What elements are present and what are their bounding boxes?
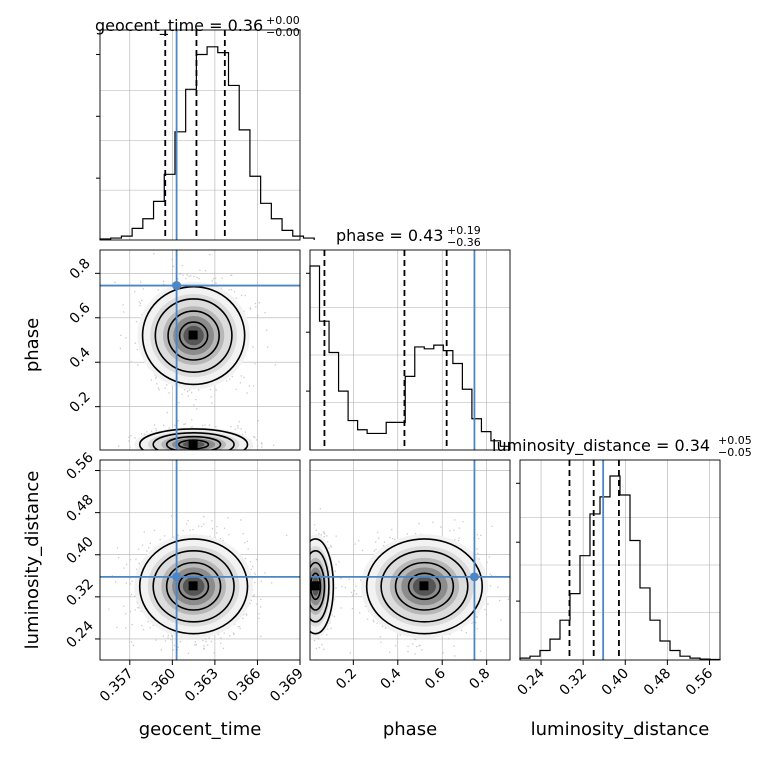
density-peak xyxy=(419,581,429,591)
x-tick-label-geocent-time: 0.363 xyxy=(182,666,222,706)
density-peak xyxy=(188,581,198,591)
contour-1-3 xyxy=(407,572,442,601)
y-tick-label-luminosity-distance: 0.32 xyxy=(64,576,97,609)
joint-content xyxy=(310,460,510,660)
title-luminosity-distance-upper: +0.05 xyxy=(718,434,752,447)
panels: 0.357 0.360 0.363 0.366 0.369 0.2 0.4 0.6 0.8 0.2… xyxy=(64,29,721,706)
y-tick-label-phase: 0.2 xyxy=(67,389,94,416)
density-peak xyxy=(188,439,198,449)
x-tick-label-geocent-time: 0.369 xyxy=(267,666,307,706)
x-tick-label-phase: 0.2 xyxy=(333,666,360,693)
contour-0-3 xyxy=(178,321,209,350)
x-label-luminosity-distance: luminosity_distance xyxy=(531,719,710,740)
title-phase: phase = 0.43 xyxy=(336,226,443,245)
x-label-geocent-time: geocent_time xyxy=(139,719,262,740)
contour-0-1 xyxy=(154,298,233,374)
hist-frame xyxy=(519,459,721,661)
contour-0-2 xyxy=(310,561,326,611)
x-tick-label-geocent-time: 0.366 xyxy=(225,665,265,705)
title-luminosity-distance: luminosity_distance = 0.34 xyxy=(492,436,710,456)
title-geocent-time-upper: +0.00 xyxy=(266,14,300,27)
density-peak xyxy=(188,330,198,340)
hist-bg xyxy=(310,250,510,450)
x-tick-label-luminosity-distance: 0.56 xyxy=(683,665,716,698)
hist-geocent-time xyxy=(99,46,315,240)
truth-point xyxy=(469,572,479,582)
x-tick-label-luminosity-distance: 0.40 xyxy=(599,666,632,699)
joint-content xyxy=(100,250,300,450)
axis-labels: geocent_time phase luminosity_distance p… xyxy=(22,318,709,740)
hist-panel-luminosity-distance xyxy=(516,459,721,661)
contour-0-1 xyxy=(152,549,235,623)
hist-bg xyxy=(100,30,300,240)
hist-panel-phase xyxy=(306,249,511,451)
x-tick-label-luminosity-distance: 0.48 xyxy=(641,666,674,699)
x-tick-label-geocent-time: 0.357 xyxy=(97,666,137,706)
y-tick-label-phase: 0.8 xyxy=(67,256,94,283)
truth-point xyxy=(172,572,182,582)
joint-content xyxy=(100,460,300,660)
contour-0-2 xyxy=(165,561,222,611)
joint-panel-geocent-time-luminosity-distance xyxy=(99,459,301,661)
contour-1-1 xyxy=(380,549,469,623)
contour-0-0 xyxy=(141,285,246,386)
y-tick-label-phase: 0.4 xyxy=(67,344,94,371)
title-phase-lower: −0.36 xyxy=(447,236,481,249)
truth-point xyxy=(172,281,182,291)
hist-frame xyxy=(99,29,301,241)
contour-1-0 xyxy=(365,538,484,635)
joint-frame xyxy=(99,459,301,661)
contour-0-2 xyxy=(167,310,220,361)
x-tick-label-phase: 0.8 xyxy=(466,666,493,693)
joint-panel-phase-luminosity-distance xyxy=(309,459,511,661)
joint-frame xyxy=(309,459,511,661)
contour-1-1 xyxy=(152,431,235,450)
contour-0-0 xyxy=(310,538,335,635)
title-geocent-time-lower: −0.00 xyxy=(266,26,300,39)
y-tick-label-phase: 0.6 xyxy=(67,300,94,327)
contour-0-3 xyxy=(177,572,210,601)
hist-frame xyxy=(309,249,511,451)
contour-1-2 xyxy=(165,435,222,450)
y-tick-label-luminosity-distance: 0.24 xyxy=(64,618,97,651)
contour-1-0 xyxy=(138,428,249,450)
contour-1-2 xyxy=(394,561,455,611)
y-tick-label-luminosity-distance: 0.48 xyxy=(64,492,97,525)
title-luminosity-distance-lower: −0.05 xyxy=(718,446,752,459)
title-phase-upper: +0.19 xyxy=(447,224,481,237)
x-tick-label-phase: 0.6 xyxy=(422,665,449,692)
contour-0-0 xyxy=(138,538,249,635)
hist-luminosity-distance xyxy=(519,475,721,661)
x-label-phase: phase xyxy=(383,719,437,740)
joint-frame xyxy=(99,249,301,451)
y-tick-label-luminosity-distance: 0.56 xyxy=(64,450,97,483)
x-tick-label-luminosity-distance: 0.32 xyxy=(557,666,590,699)
title-geocent-time: geocent_time = 0.36 xyxy=(95,16,263,36)
x-tick-label-geocent-time: 0.360 xyxy=(140,666,180,706)
y-label-luminosity-distance: luminosity_distance xyxy=(22,471,43,650)
hist-panel-geocent-time xyxy=(96,29,315,241)
hist-phase xyxy=(309,265,511,450)
joint-panel-geocent-time-phase xyxy=(99,249,301,451)
panel-titles: geocent_time = 0.36 +0.00 −0.00 phase = … xyxy=(95,14,752,459)
y-tick-label-luminosity-distance: 0.40 xyxy=(64,534,97,567)
contour-0-1 xyxy=(310,550,330,623)
x-tick-label-phase: 0.4 xyxy=(378,665,405,692)
x-tick-label-luminosity-distance: 0.24 xyxy=(515,665,548,698)
density-peak xyxy=(310,581,320,591)
y-label-phase: phase xyxy=(22,318,43,372)
